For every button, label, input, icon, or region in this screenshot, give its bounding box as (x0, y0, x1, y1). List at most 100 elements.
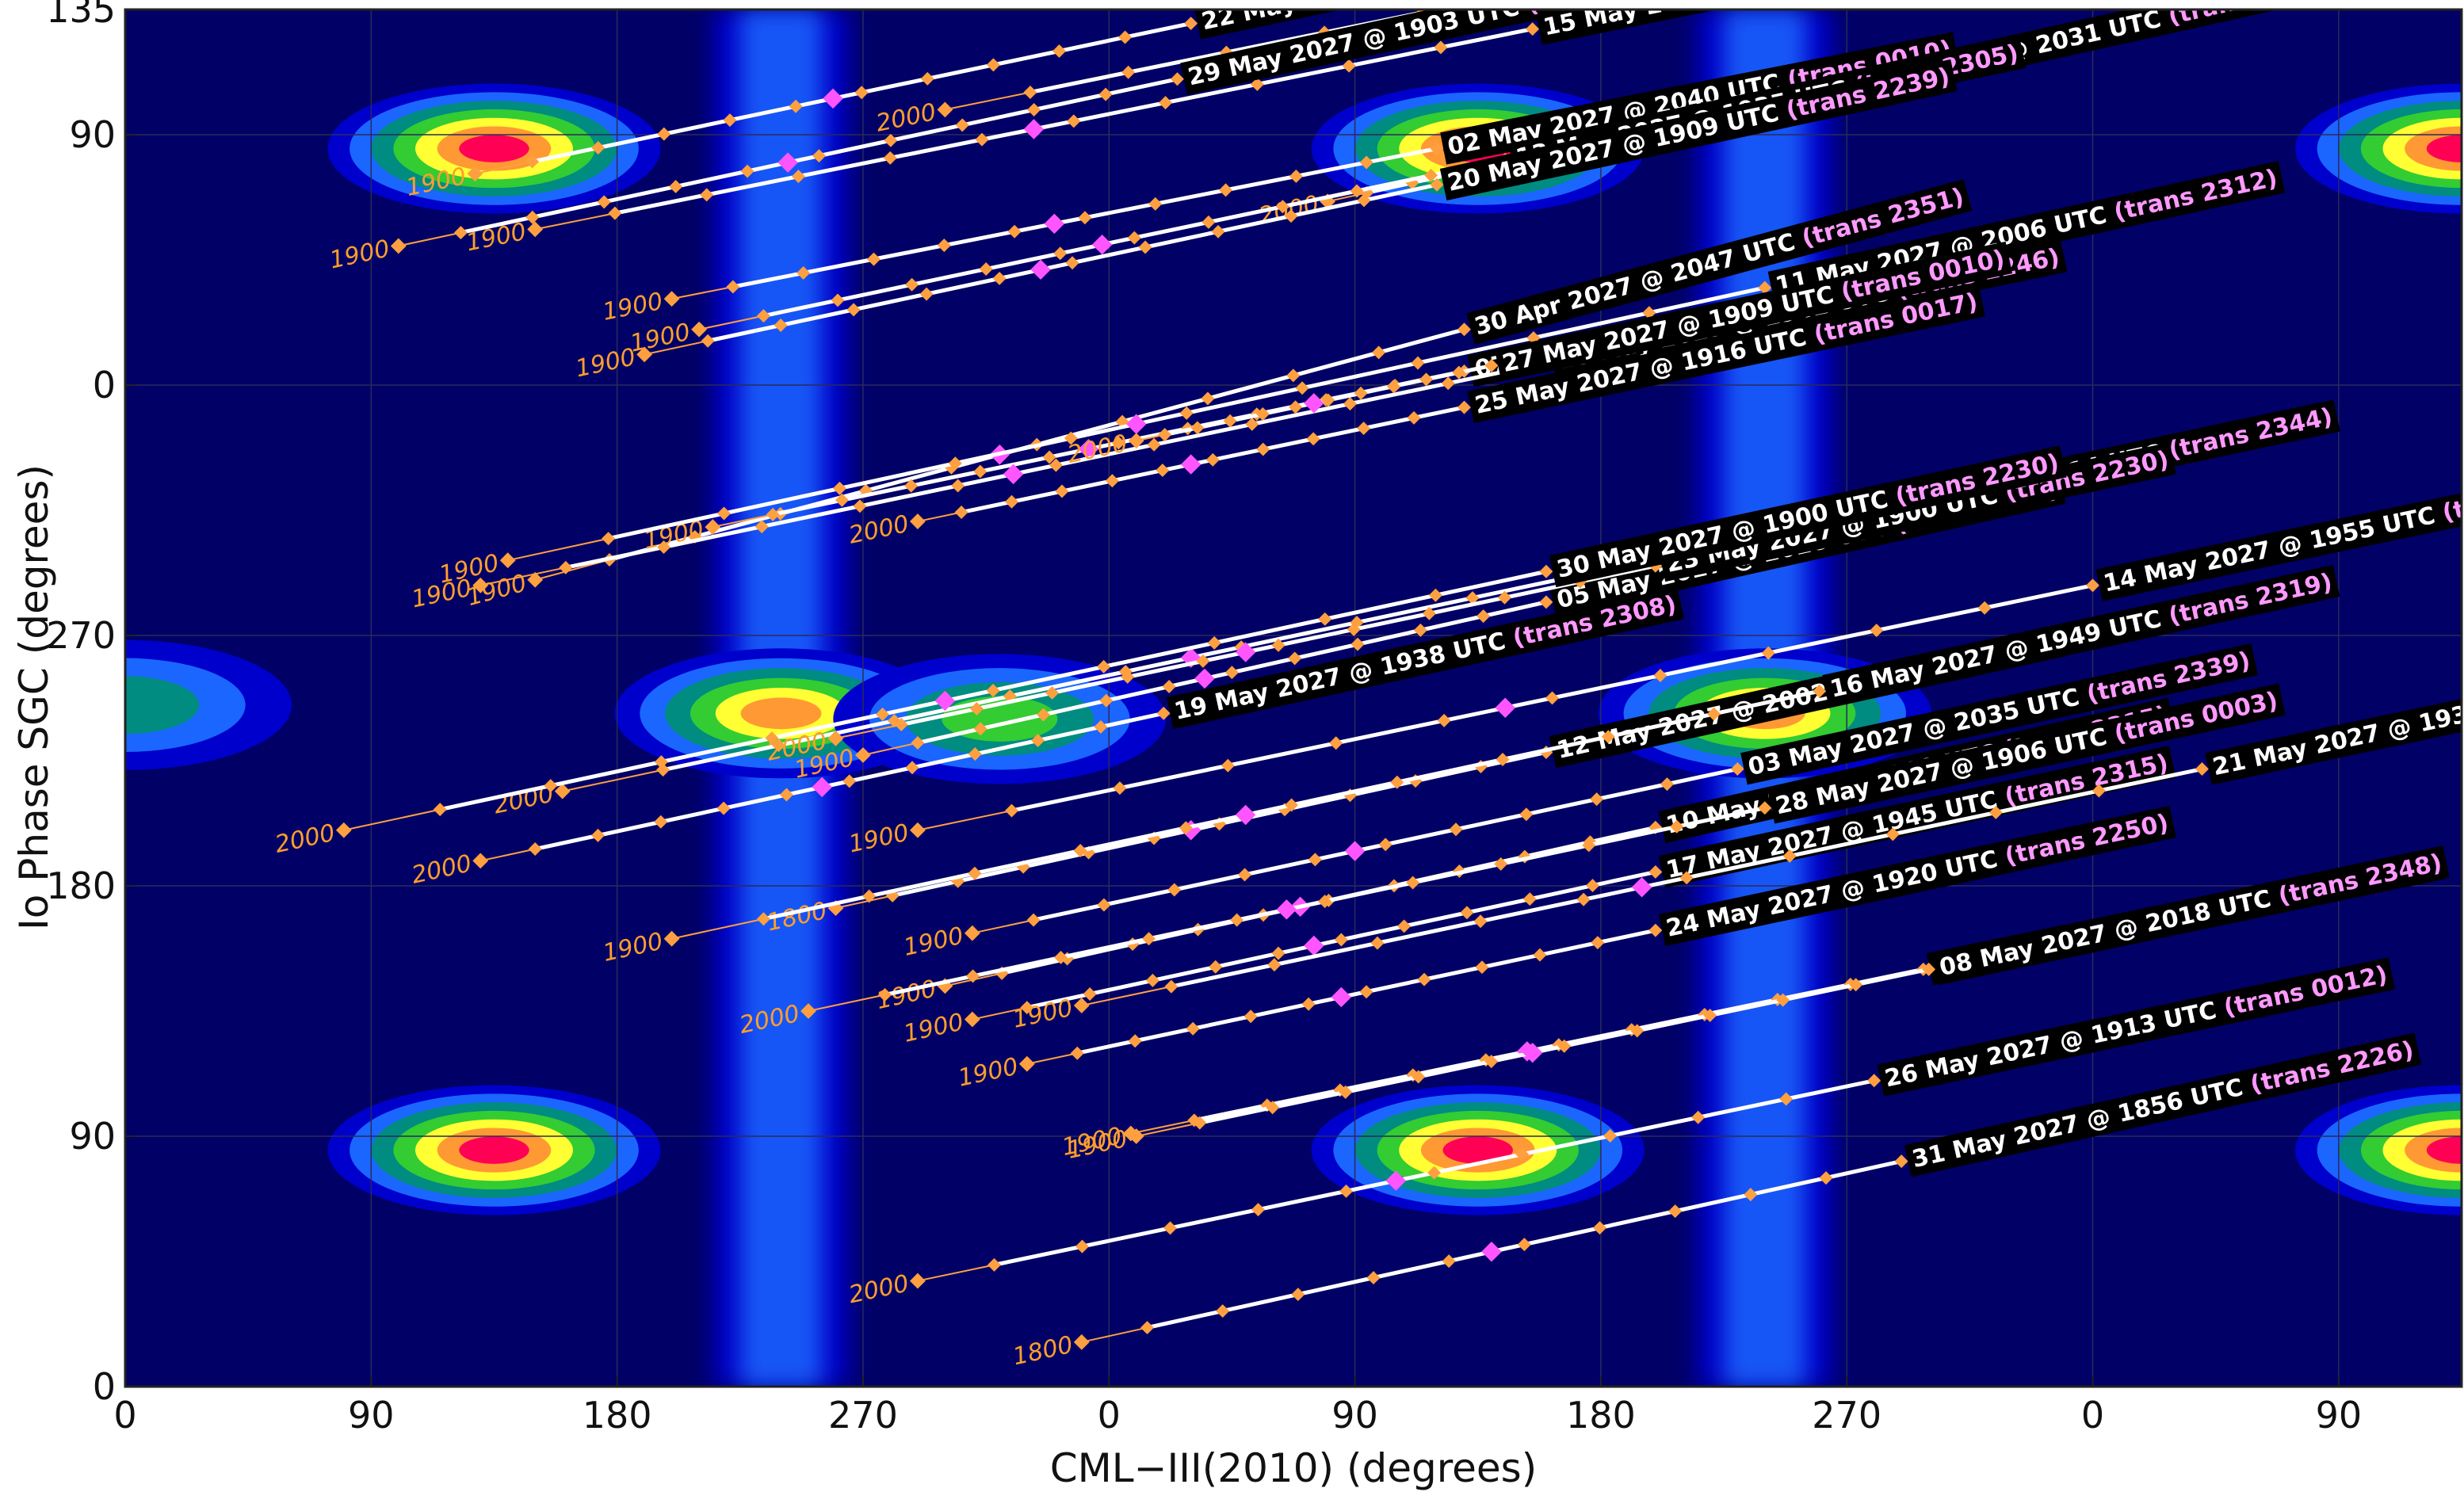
hour-marker (1679, 871, 1694, 885)
hour-marker (1870, 624, 1884, 638)
y-tick-label: 180 (46, 864, 116, 907)
track-start-marker (964, 925, 980, 941)
track-label-background (2095, 463, 2462, 601)
hour-marker (1407, 410, 1421, 425)
hour-marker (657, 127, 671, 141)
hour-marker (966, 969, 980, 983)
hour-marker (1390, 775, 1404, 789)
x-tick-label: 270 (1812, 1394, 1881, 1437)
hour-marker (1075, 1239, 1089, 1254)
hour-marker (1285, 798, 1299, 812)
track-start-marker (1128, 433, 1144, 449)
hour-marker (1668, 1204, 1683, 1219)
emission-contour (459, 1136, 529, 1164)
track-lead-in (972, 1006, 1028, 1021)
x-axis-title: CML−III(2010) (degrees) (1050, 1445, 1537, 1491)
track-lead-in (945, 91, 1031, 111)
hour-marker (1271, 946, 1285, 960)
hour-marker (1557, 1039, 1572, 1053)
track-start-marker (855, 747, 871, 763)
hour-marker (701, 334, 715, 348)
track-start-marker (1073, 998, 1090, 1013)
track-label-background (1822, 564, 2340, 708)
hour-marker (1020, 1001, 1034, 1015)
hour-marker (1653, 669, 1667, 682)
hour-marker (1318, 612, 1332, 626)
hour-marker (1406, 876, 1420, 890)
track-start-marker (663, 930, 680, 947)
hour-marker (1347, 622, 1361, 636)
hour-marker (525, 210, 540, 224)
axes: 0 90 180 270 0 90 180 270 0 90 0 90 180 270 0 90 135 (46, 0, 2362, 1437)
track-lead-in (534, 212, 616, 231)
hour-marker (1113, 781, 1127, 796)
hour-marker (1776, 993, 1790, 1007)
hour-marker (1045, 685, 1060, 700)
hour-marker (1186, 1021, 1200, 1036)
hour-marker (1145, 973, 1159, 987)
hour-marker (1099, 693, 1114, 708)
hour-marker (1703, 1008, 1717, 1022)
hour-marker (766, 507, 780, 521)
hour-marker (1256, 442, 1270, 456)
hour-marker (1207, 635, 1221, 650)
track-start-marker (910, 1273, 926, 1289)
track-lead-in (917, 810, 1012, 831)
emission-contour (2426, 135, 2462, 162)
y-axis-title: Io Phase SGC (degrees) (11, 464, 57, 930)
track-start-marker (705, 519, 721, 535)
hour-marker (754, 520, 769, 534)
hour-marker (1378, 838, 1392, 852)
hour-marker (1179, 821, 1193, 835)
hour-marker (657, 540, 671, 554)
hour-marker (797, 266, 811, 280)
hour-marker (1517, 1238, 1531, 1252)
hour-marker (1475, 960, 1489, 975)
hour-marker (904, 479, 919, 493)
hour-marker (700, 188, 714, 202)
hour-marker (1291, 1288, 1305, 1302)
track-start-marker (964, 1011, 980, 1028)
hour-marker (1867, 1074, 1881, 1088)
hour-marker (973, 464, 988, 479)
hour-marker (1442, 1254, 1456, 1269)
hour-marker (1193, 1116, 1207, 1130)
hour-marker (1128, 1034, 1142, 1048)
hour-marker (1465, 591, 1480, 605)
track-start-marker (800, 1003, 816, 1019)
hour-marker (1005, 803, 1019, 818)
hour-marker (1977, 601, 1992, 615)
hour-marker (1593, 1221, 1607, 1235)
hour-marker (1586, 879, 1600, 893)
hour-marker (1049, 458, 1063, 472)
hour-marker (1339, 1085, 1353, 1099)
hour-marker (1417, 972, 1431, 986)
hour-marker (1427, 1166, 1442, 1180)
track-start-marker (472, 577, 489, 593)
track-label-background (1658, 805, 2176, 947)
emission-contour (125, 676, 200, 735)
io-marker (777, 152, 798, 173)
track-start-marker (663, 291, 680, 307)
track-lead-in (480, 848, 536, 862)
hour-marker (1648, 923, 1663, 937)
y-tick-label: 90 (69, 1115, 116, 1158)
hour-marker (973, 722, 988, 736)
hour-marker (1271, 638, 1285, 652)
hour-marker (765, 731, 779, 746)
hour-marker (1223, 414, 1237, 428)
hour-marker (1601, 730, 1615, 744)
hour-marker (1428, 588, 1442, 602)
hour-marker (1251, 1203, 1266, 1217)
track-start-marker (910, 822, 926, 838)
track-start-marker (1128, 1128, 1144, 1144)
hour-marker (1266, 1101, 1280, 1115)
hour-marker (654, 815, 668, 829)
emission-contour (459, 135, 529, 162)
emission-contour (2426, 1136, 2462, 1164)
hour-marker (954, 506, 968, 520)
hour-marker (528, 842, 542, 856)
hour-marker (2092, 784, 2106, 798)
hour-marker (1885, 827, 1900, 841)
hour-marker (1496, 752, 1510, 766)
